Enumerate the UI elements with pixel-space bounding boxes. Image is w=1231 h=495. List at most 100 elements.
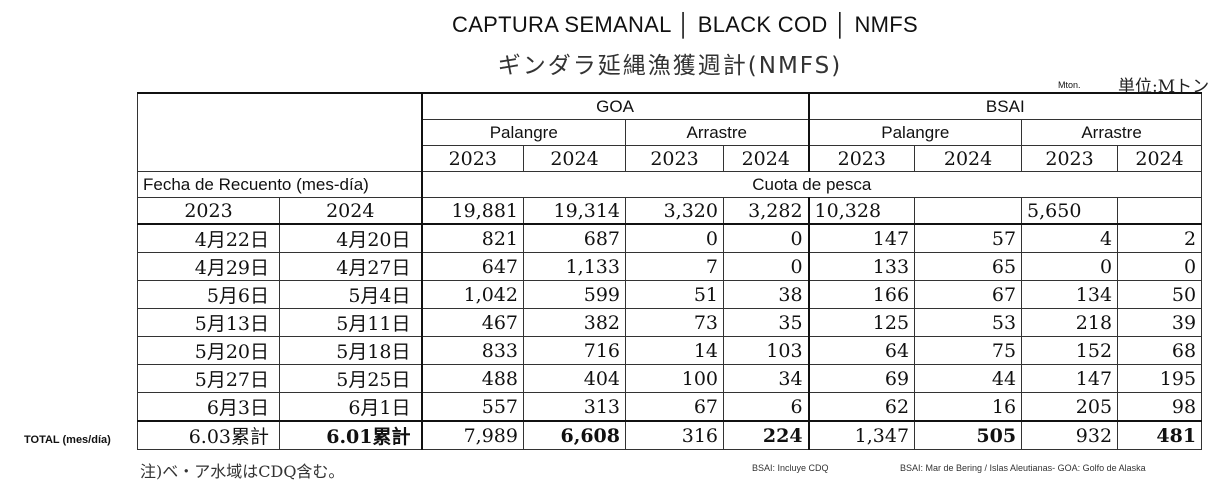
catch-cell: 647 [420, 252, 524, 281]
table-row: 5月20日 5月18日 833 716 14 103 64 75 152 68 [137, 336, 1203, 365]
catch-cell: 35 [722, 308, 810, 337]
catch-cell: 67 [625, 392, 724, 422]
catch-cell: 488 [420, 364, 524, 393]
year-header: 2024 [914, 145, 1023, 172]
header-goa: GOA [420, 92, 810, 120]
catch-cell: 382 [523, 308, 626, 337]
footnote-cdq: BSAI: Incluye CDQ [752, 463, 829, 473]
date-2023-cell: 5月20日 [137, 336, 280, 365]
quota-cell: 10,328 [807, 197, 916, 225]
date-2024-cell: 5月11日 [279, 308, 422, 337]
catch-cell: 467 [420, 308, 524, 337]
catch-cell: 404 [523, 364, 626, 393]
catch-cell: 0 [1021, 252, 1119, 281]
header-bsai-arrastre: Arrastre [1021, 119, 1203, 146]
catch-cell: 134 [1021, 280, 1119, 309]
table-row: 5月6日 5月4日 1,042 599 51 38 166 67 134 50 [137, 280, 1203, 309]
catch-cell: 833 [420, 336, 524, 365]
quota-cell [914, 197, 1023, 225]
catch-cell: 2 [1117, 223, 1203, 253]
total-cell: 7,989 [420, 420, 524, 450]
year-header: 2023 [807, 145, 916, 172]
unit-label-japanese: 単位:Mトン [1118, 77, 1210, 97]
table-row: 5月13日 5月11日 467 382 73 35 125 53 218 39 [137, 308, 1203, 337]
header-fecha: Fecha de Recuento (mes-día) [137, 171, 422, 198]
header-goa-palangre: Palangre [420, 119, 626, 146]
quota-cell: 3,320 [625, 197, 724, 225]
catch-table: GOA BSAI Palangre Arrastre Palangre Arra… [137, 92, 1203, 450]
page-title-spanish: CAPTURA SEMANAL │ BLACK COD │ NMFS [452, 12, 918, 37]
catch-cell: 218 [1021, 308, 1119, 337]
total-date-2023: 6.03累計 [137, 420, 280, 450]
date-2024-cell: 6月1日 [279, 392, 422, 422]
catch-cell: 147 [807, 223, 916, 253]
catch-cell: 16 [914, 392, 1023, 422]
catch-cell: 51 [625, 280, 724, 309]
catch-cell: 65 [914, 252, 1023, 281]
date-2023-cell: 5月6日 [137, 280, 280, 309]
total-cell: 6,608 [523, 420, 626, 450]
date-2023-cell: 5月27日 [137, 364, 280, 393]
date-2024-cell: 5月4日 [279, 280, 422, 309]
table-row: 4月29日 4月27日 647 1,133 7 0 133 65 0 0 [137, 252, 1203, 281]
header-goa-arrastre: Arrastre [624, 119, 810, 146]
catch-cell: 557 [420, 392, 524, 422]
data-rows: 4月22日 4月20日 821 687 0 0 147 57 4 2 4月29日 4月27日 647 1,… [137, 223, 1203, 422]
header-blank [137, 92, 422, 172]
date-2024-cell: 5月18日 [279, 336, 422, 365]
quota-cell: 19,881 [420, 197, 524, 225]
year-header: 2024 [1117, 145, 1203, 172]
total-cell: 1,347 [807, 420, 916, 450]
total-cell: 481 [1117, 420, 1203, 450]
catch-cell: 687 [523, 223, 626, 253]
header-cuota: Cuota de pesca [420, 171, 1203, 198]
catch-cell: 821 [420, 223, 524, 253]
catch-cell: 98 [1117, 392, 1203, 422]
header-bsai: BSAI [807, 92, 1203, 120]
catch-cell: 716 [523, 336, 626, 365]
catch-cell: 133 [807, 252, 916, 281]
catch-cell: 69 [807, 364, 916, 393]
quota-cell [1117, 197, 1203, 225]
quota-cell: 5,650 [1021, 197, 1119, 225]
date-2023-cell: 4月29日 [137, 252, 280, 281]
page-title-japanese: ギンダラ延縄漁獲週計(NMFS) [497, 53, 843, 79]
year-header: 2024 [722, 145, 810, 172]
catch-cell: 7 [625, 252, 724, 281]
catch-cell: 34 [722, 364, 810, 393]
total-cell: 224 [722, 420, 810, 450]
total-cell: 316 [625, 420, 724, 450]
catch-cell: 195 [1117, 364, 1203, 393]
catch-cell: 38 [722, 280, 810, 309]
catch-cell: 68 [1117, 336, 1203, 365]
table-row: 6月3日 6月1日 557 313 67 6 62 16 205 98 [137, 392, 1203, 422]
catch-cell: 0 [625, 223, 724, 253]
catch-cell: 4 [1021, 223, 1119, 253]
date-2023-cell: 6月3日 [137, 392, 280, 422]
year-header: 2023 [1021, 145, 1119, 172]
catch-cell: 64 [807, 336, 916, 365]
catch-cell: 53 [914, 308, 1023, 337]
unit-label: Mton. [1058, 80, 1081, 90]
quota-year: 2023 [137, 197, 280, 225]
table-row: 5月27日 5月25日 488 404 100 34 69 44 147 195 [137, 364, 1203, 393]
header-bsai-palangre: Palangre [807, 119, 1023, 146]
catch-cell: 1,133 [523, 252, 626, 281]
catch-cell: 67 [914, 280, 1023, 309]
catch-cell: 1,042 [420, 280, 524, 309]
total-label: TOTAL (mes/día) [24, 434, 111, 446]
footnote-regions: BSAI: Mar de Bering / Islas Aleutianas- … [900, 463, 1146, 473]
catch-cell: 6 [722, 392, 810, 422]
quota-cell: 19,314 [523, 197, 626, 225]
catch-cell: 205 [1021, 392, 1119, 422]
catch-cell: 152 [1021, 336, 1119, 365]
date-2023-cell: 5月13日 [137, 308, 280, 337]
total-date-2024: 6.01累計 [279, 420, 422, 450]
year-header: 2023 [625, 145, 724, 172]
catch-cell: 57 [914, 223, 1023, 253]
quota-cell: 3,282 [722, 197, 810, 225]
catch-cell: 50 [1117, 280, 1203, 309]
table-row: 4月22日 4月20日 821 687 0 0 147 57 4 2 [137, 223, 1203, 253]
catch-cell: 73 [625, 308, 724, 337]
total-cell: 505 [914, 420, 1023, 450]
